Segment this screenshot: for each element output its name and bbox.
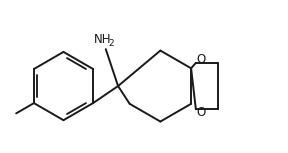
Text: O: O xyxy=(196,106,205,119)
Text: NH: NH xyxy=(94,33,112,46)
Text: O: O xyxy=(196,53,205,66)
Text: 2: 2 xyxy=(108,39,113,48)
